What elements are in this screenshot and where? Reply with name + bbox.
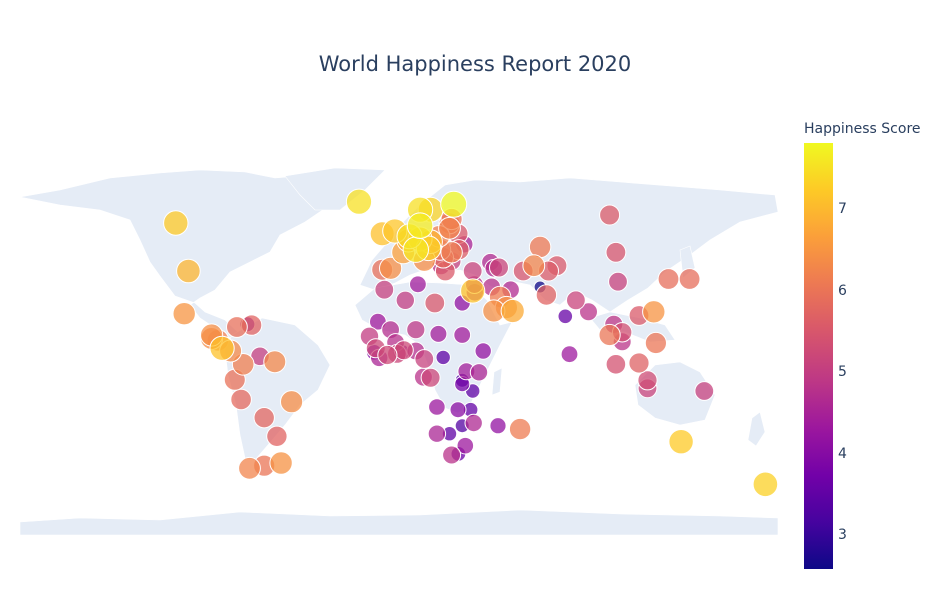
country-marker[interactable]: [508, 417, 532, 441]
country-marker[interactable]: [414, 349, 435, 369]
country-marker[interactable]: [406, 320, 426, 340]
country-marker[interactable]: [489, 417, 507, 435]
country-marker[interactable]: [442, 445, 462, 465]
country-marker[interactable]: [462, 261, 483, 281]
country-marker[interactable]: [395, 290, 415, 310]
country-marker[interactable]: [266, 425, 288, 447]
colorbar-tick: 5: [838, 364, 847, 380]
country-marker[interactable]: [453, 326, 472, 344]
country-marker[interactable]: [428, 398, 446, 416]
country-marker[interactable]: [642, 300, 666, 324]
country-marker[interactable]: [429, 324, 448, 343]
land-madagascar: [491, 367, 503, 396]
country-marker[interactable]: [449, 401, 467, 419]
country-marker[interactable]: [474, 342, 492, 360]
country-marker[interactable]: [460, 278, 486, 304]
country-marker[interactable]: [424, 292, 446, 314]
country-marker[interactable]: [230, 388, 252, 411]
land-antarctica: [19, 509, 779, 536]
colorbar-tick: 4: [838, 446, 847, 462]
colorbar-title: Happiness Score: [804, 121, 921, 137]
country-marker[interactable]: [253, 407, 275, 429]
country-marker[interactable]: [605, 354, 627, 375]
colorbar-tick: 3: [838, 527, 847, 543]
country-marker[interactable]: [209, 335, 235, 361]
country-marker[interactable]: [379, 256, 403, 280]
country-marker[interactable]: [377, 344, 398, 366]
country-marker[interactable]: [605, 241, 627, 263]
country-marker[interactable]: [644, 331, 668, 355]
country-markers[interactable]: [163, 188, 779, 498]
country-marker[interactable]: [678, 268, 701, 290]
country-marker[interactable]: [163, 210, 189, 236]
colorbar-tick: 6: [838, 283, 847, 299]
colorbar-tick: 7: [838, 201, 847, 217]
country-marker[interactable]: [535, 284, 558, 306]
country-marker[interactable]: [637, 370, 658, 391]
country-marker[interactable]: [409, 275, 427, 294]
country-marker[interactable]: [657, 268, 680, 290]
country-marker[interactable]: [374, 279, 395, 300]
country-marker[interactable]: [608, 271, 628, 292]
map-title: World Happiness Report 2020: [318, 52, 632, 76]
country-marker[interactable]: [668, 429, 694, 455]
country-marker[interactable]: [464, 413, 483, 433]
country-marker[interactable]: [560, 345, 579, 364]
country-marker[interactable]: [489, 257, 509, 278]
country-marker[interactable]: [694, 381, 715, 401]
country-marker[interactable]: [566, 290, 586, 311]
country-marker[interactable]: [402, 236, 429, 263]
land-north-america: [19, 169, 351, 339]
country-marker[interactable]: [557, 308, 574, 325]
country-marker[interactable]: [456, 436, 475, 455]
country-marker[interactable]: [226, 316, 248, 338]
country-marker[interactable]: [440, 190, 468, 218]
country-marker[interactable]: [598, 323, 621, 347]
country-marker[interactable]: [522, 254, 546, 278]
country-marker[interactable]: [345, 188, 373, 215]
country-marker[interactable]: [263, 350, 287, 374]
country-marker[interactable]: [469, 363, 489, 382]
country-marker[interactable]: [420, 367, 441, 388]
country-marker[interactable]: [435, 349, 451, 366]
country-marker[interactable]: [406, 212, 434, 239]
country-marker[interactable]: [438, 216, 461, 240]
country-marker[interactable]: [427, 424, 447, 443]
country-marker[interactable]: [628, 352, 650, 374]
country-marker[interactable]: [172, 302, 196, 326]
land-new-zealand: [747, 411, 766, 447]
country-marker[interactable]: [440, 241, 463, 264]
country-marker[interactable]: [752, 471, 779, 498]
country-marker[interactable]: [176, 258, 201, 284]
country-marker[interactable]: [238, 456, 261, 480]
country-marker[interactable]: [269, 451, 293, 475]
country-marker[interactable]: [599, 204, 621, 226]
country-marker[interactable]: [280, 390, 304, 414]
colorbar-gradient: [804, 143, 833, 569]
land-africa: [354, 281, 513, 414]
country-marker[interactable]: [500, 298, 525, 324]
country-marker[interactable]: [579, 302, 598, 322]
